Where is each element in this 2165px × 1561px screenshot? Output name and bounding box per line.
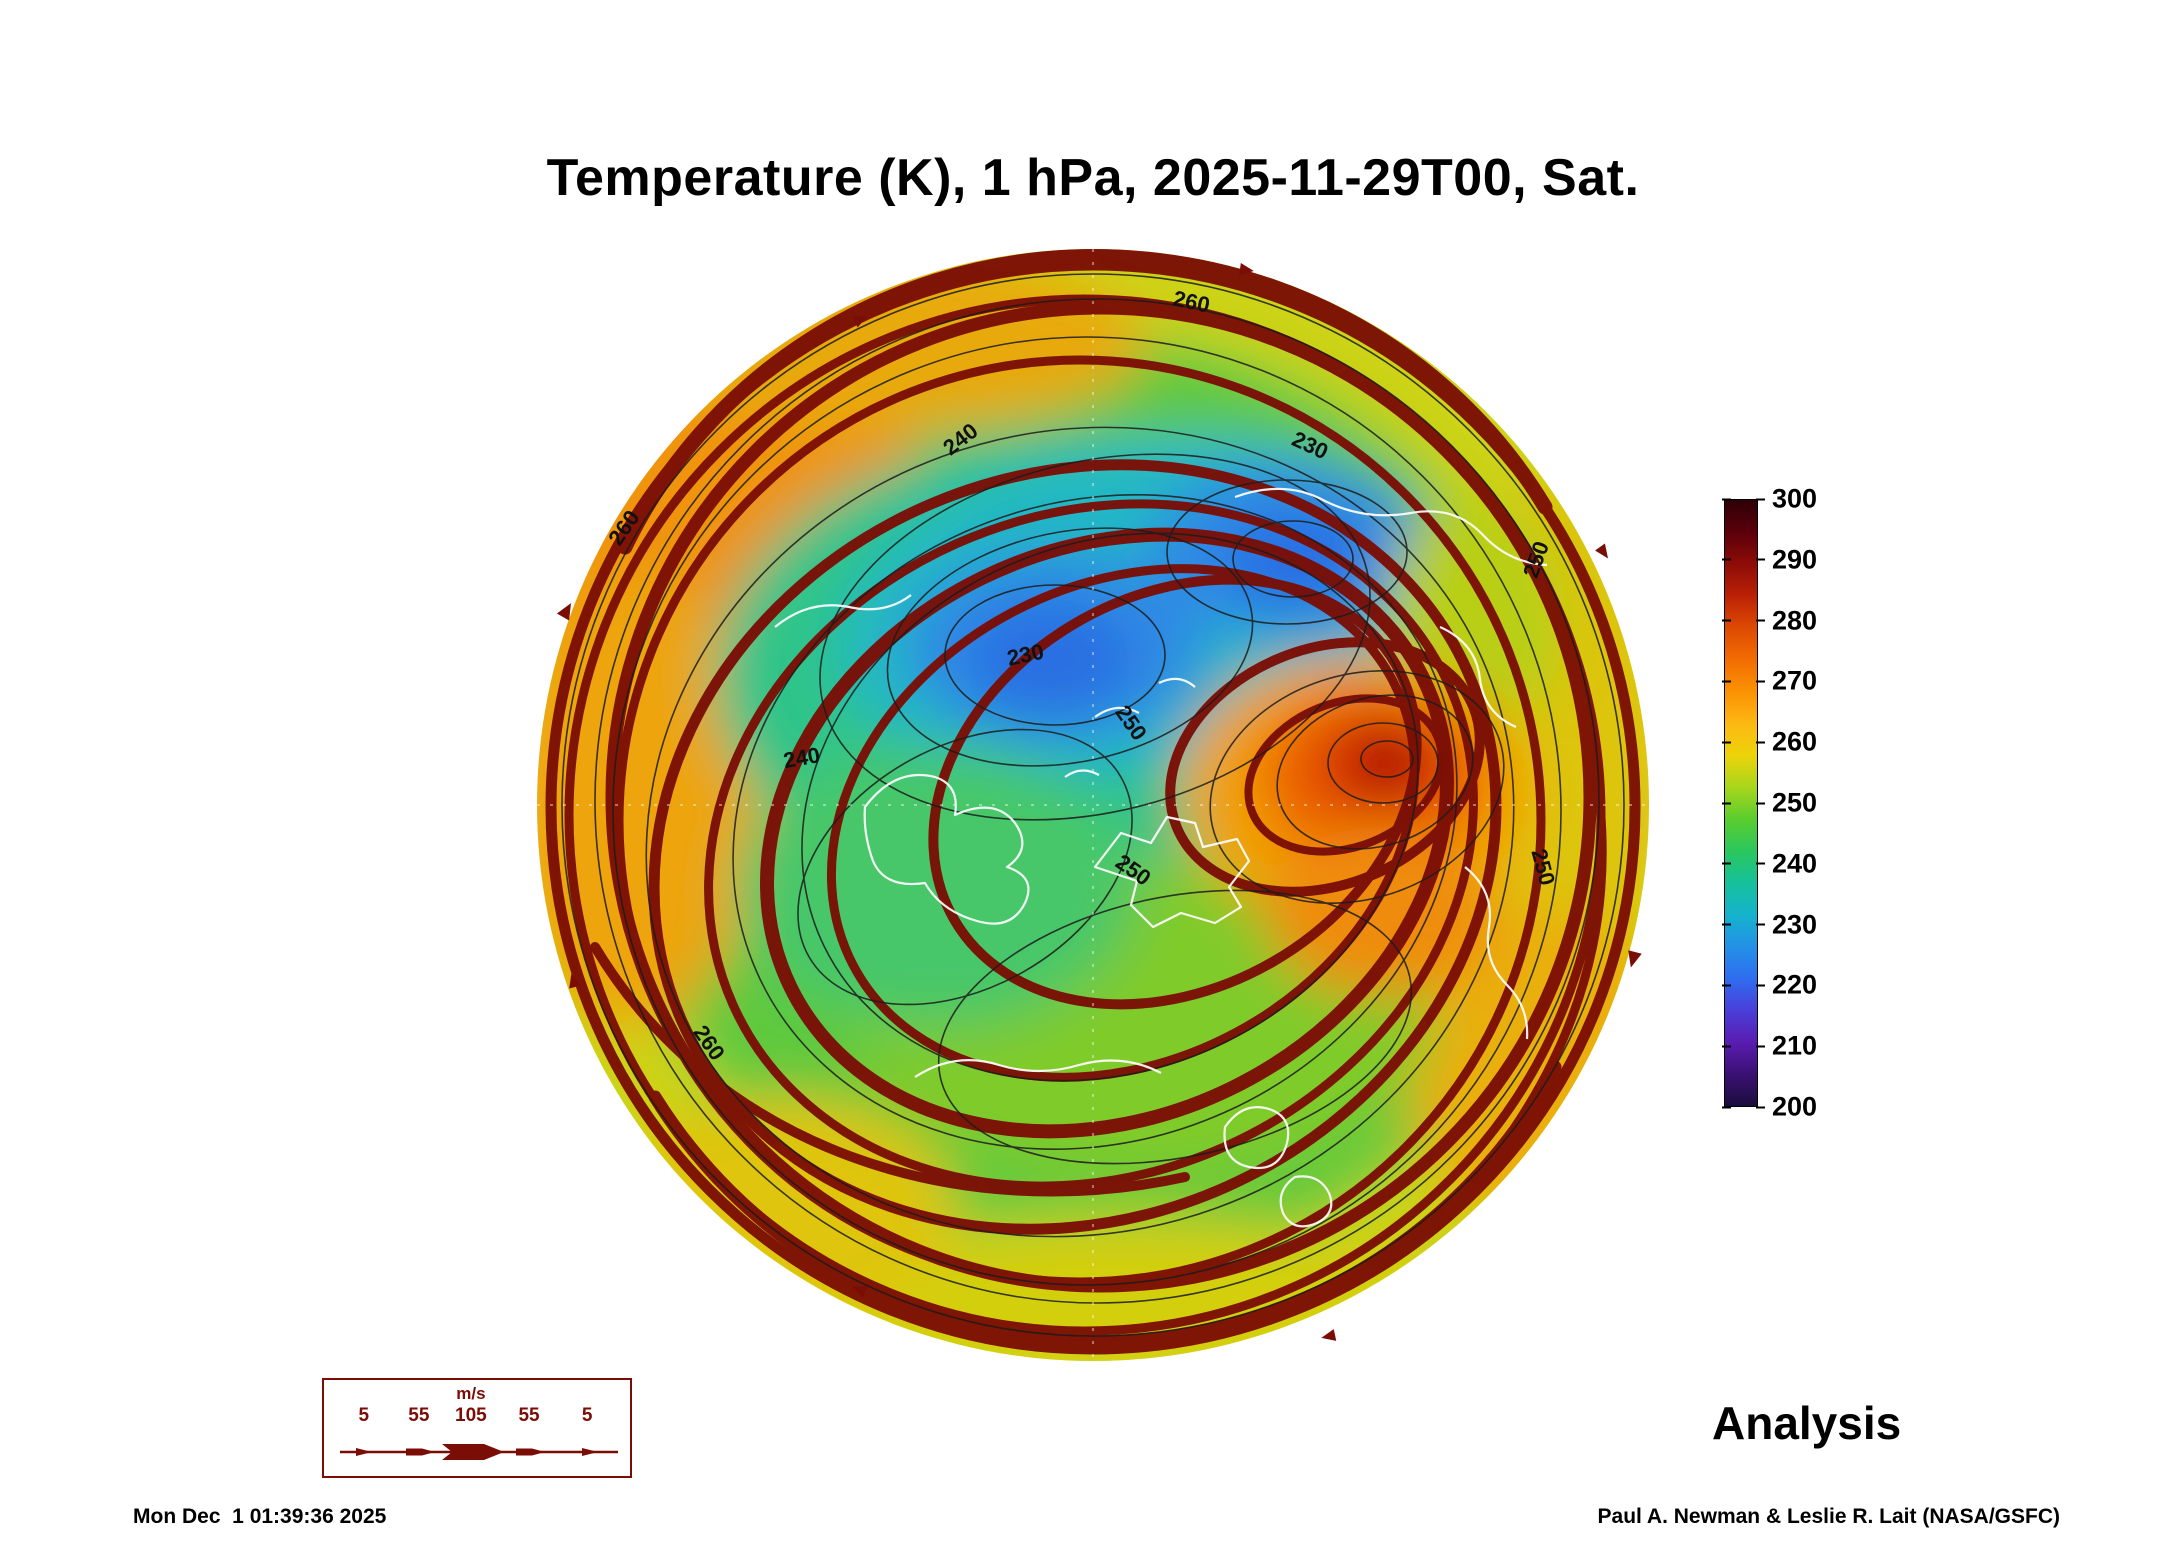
analysis-label: Analysis xyxy=(1712,1397,1902,1449)
colorbar-tick: 260 xyxy=(1721,726,1818,757)
colorbar-tick: 250 xyxy=(1721,787,1818,818)
colorbar-tick: 280 xyxy=(1721,605,1818,636)
colorbar-tick: 270 xyxy=(1721,665,1818,696)
wind-barb-scale xyxy=(340,1444,618,1460)
rim-wind-arrows xyxy=(556,263,1642,1341)
credit: Paul A. Newman & Leslie R. Lait (NASA/GS… xyxy=(1597,1505,2060,1528)
wind-legend-value: 5 xyxy=(581,1405,593,1426)
colorbar-tick: 240 xyxy=(1721,848,1818,879)
colorbar-tick: 290 xyxy=(1721,544,1818,575)
wind-legend-unit: m/s xyxy=(456,1384,486,1403)
temperature-contours xyxy=(561,273,1625,1337)
wind-legend-value: 55 xyxy=(518,1405,540,1426)
colorbar-tick: 220 xyxy=(1721,969,1818,1000)
colorbar-tick: 210 xyxy=(1721,1030,1818,1061)
colorbar: 300 290 280 270 260 250 240 230 220 210 … xyxy=(1721,485,1864,1120)
coastlines xyxy=(774,487,1548,1228)
polar-map-svg: 260 240 230 230 240 250 250 260 250 260 … xyxy=(537,249,1649,1361)
polar-map: 260 240 230 230 240 250 250 260 250 260 … xyxy=(535,247,1651,1363)
wind-legend-value: 55 xyxy=(408,1405,430,1426)
colorbar-tick: 230 xyxy=(1721,909,1818,940)
wind-legend-value: 5 xyxy=(358,1405,370,1426)
wind-legend-value: 105 xyxy=(455,1405,487,1426)
wind-speed-legend: m/s 5 55 105 55 5 xyxy=(322,1378,632,1478)
page-title: Temperature (K), 1 hPa, 2025-11-29T00, S… xyxy=(546,149,1640,207)
wind-legend-values: 5 55 105 55 5 xyxy=(324,1406,630,1428)
colorbar-tick: 300 xyxy=(1721,483,1818,514)
timestamp: Mon Dec 1 01:39:36 2025 xyxy=(133,1505,387,1528)
colorbar-tick: 200 xyxy=(1721,1091,1818,1122)
